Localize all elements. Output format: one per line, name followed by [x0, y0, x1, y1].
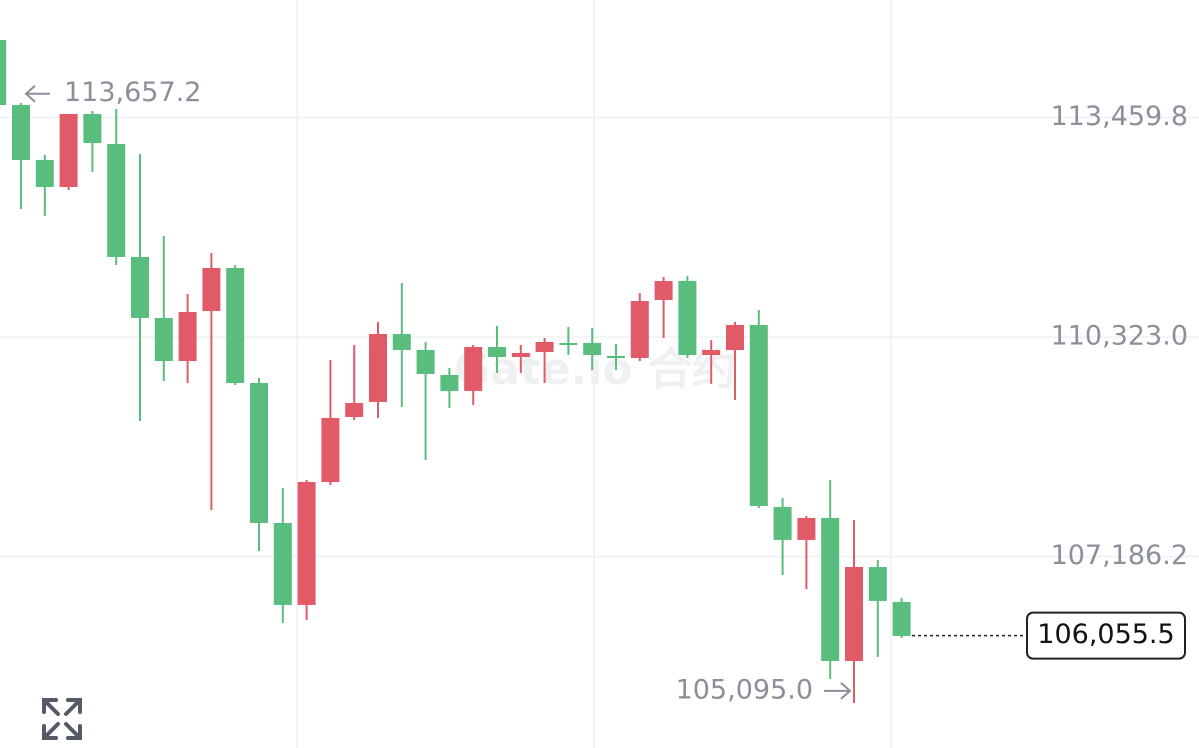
candle-body — [845, 567, 863, 661]
candle-body — [0, 39, 7, 105]
candle-body — [726, 324, 744, 351]
fullscreen-icon[interactable] — [42, 698, 82, 740]
last-price-box — [1026, 611, 1186, 660]
candle-body — [202, 268, 221, 311]
candle-body — [59, 114, 78, 187]
candle-body — [464, 347, 483, 391]
last-price-label: 106,055.5 — [1037, 619, 1174, 650]
icon-part — [64, 722, 82, 740]
candle-body — [297, 481, 316, 605]
candle-body — [678, 280, 697, 355]
candle-body — [345, 402, 364, 417]
candle-body — [35, 159, 54, 187]
icon-part — [64, 698, 82, 716]
candle-body — [321, 417, 340, 482]
icon-part — [42, 698, 60, 716]
candle-body — [107, 144, 126, 257]
y-tick-label: 113,459.8 — [1051, 101, 1188, 132]
candle-body — [12, 104, 30, 160]
candle-body — [392, 334, 411, 351]
candle-body — [607, 355, 625, 359]
candle-body — [868, 567, 887, 601]
low-arrow — [824, 682, 852, 700]
candle-body — [511, 352, 530, 358]
candle-body — [821, 517, 840, 661]
candle-body — [83, 114, 102, 143]
candle-body — [226, 268, 245, 383]
low-label: 105,095.0 — [676, 674, 813, 705]
candle-body — [178, 312, 197, 362]
vertical-grid — [296, 0, 892, 748]
candle-body — [749, 324, 768, 506]
candle-body — [654, 280, 673, 300]
icon-part — [42, 722, 60, 740]
candle-body — [892, 601, 911, 636]
candle-body — [630, 300, 649, 359]
candle-body — [535, 341, 554, 352]
high-arrow — [24, 84, 50, 103]
y-tick-label: 110,323.0 — [1051, 321, 1188, 352]
candle-body — [369, 334, 387, 402]
candle-body — [250, 382, 268, 524]
candle-body — [131, 256, 149, 318]
candle-body — [559, 342, 578, 345]
y-tick-label: 107,186.2 — [1051, 540, 1188, 571]
high-label: 113,657.2 — [64, 77, 201, 108]
candle-body — [797, 517, 816, 540]
candle-body — [583, 342, 602, 355]
candle-body — [440, 375, 459, 391]
candle-body — [773, 506, 792, 540]
candle-body — [154, 317, 173, 362]
candle-body — [416, 350, 435, 374]
candle-body — [488, 347, 506, 358]
candle-body — [273, 523, 292, 605]
candle-body — [702, 350, 721, 355]
